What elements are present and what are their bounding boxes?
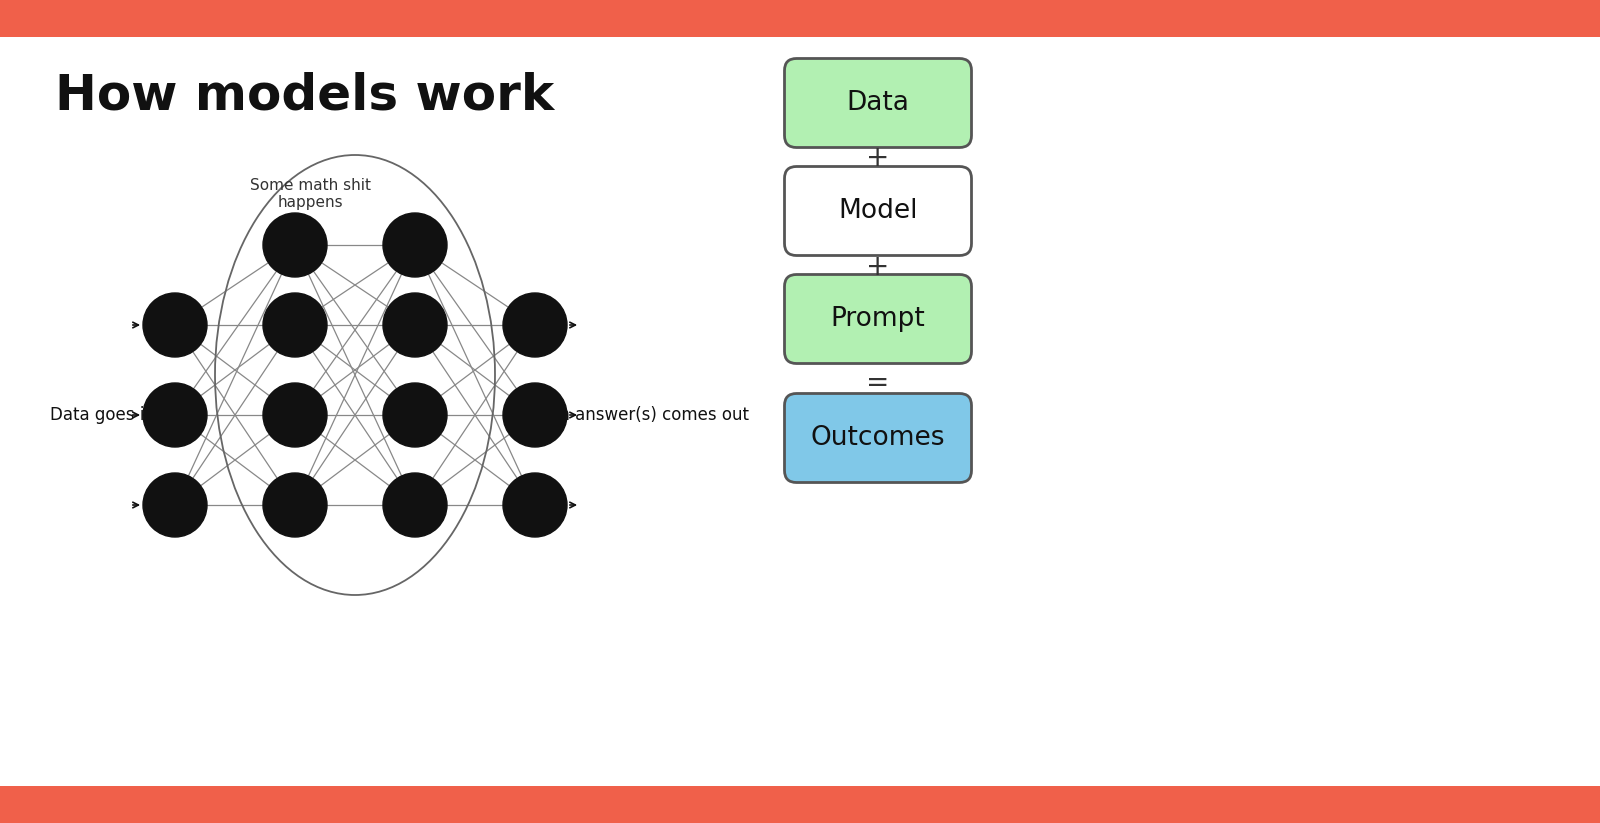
Text: How models work: How models work: [54, 71, 554, 119]
Circle shape: [262, 473, 326, 537]
Text: +: +: [866, 253, 890, 281]
Text: An answer(s) comes out: An answer(s) comes out: [547, 406, 749, 424]
Circle shape: [502, 293, 566, 357]
Circle shape: [382, 383, 446, 447]
Text: =: =: [866, 369, 890, 397]
Bar: [0, 0, 1600, 37]
Circle shape: [502, 383, 566, 447]
Circle shape: [262, 293, 326, 357]
Text: Model: Model: [838, 198, 918, 224]
Circle shape: [142, 383, 206, 447]
FancyBboxPatch shape: [784, 166, 971, 255]
Text: Data: Data: [846, 90, 909, 116]
FancyBboxPatch shape: [784, 393, 971, 482]
Text: +: +: [866, 144, 890, 172]
FancyBboxPatch shape: [784, 58, 971, 147]
Circle shape: [262, 383, 326, 447]
FancyBboxPatch shape: [784, 275, 971, 364]
Bar: [0, 786, 1600, 823]
Circle shape: [382, 473, 446, 537]
Text: Data goes in: Data goes in: [50, 406, 155, 424]
Circle shape: [142, 473, 206, 537]
Circle shape: [382, 293, 446, 357]
Text: Prompt: Prompt: [830, 306, 925, 332]
Circle shape: [142, 293, 206, 357]
Circle shape: [502, 473, 566, 537]
Text: Outcomes: Outcomes: [811, 425, 946, 451]
Circle shape: [262, 213, 326, 277]
Circle shape: [382, 213, 446, 277]
Text: Some math shit
happens: Some math shit happens: [250, 178, 371, 210]
